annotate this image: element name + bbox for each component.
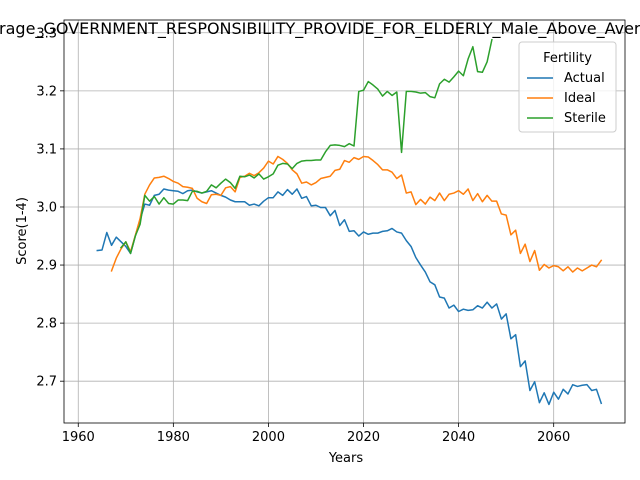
x-axis-label: Years — [328, 451, 364, 466]
y-tick-label: 2.9 — [36, 259, 57, 274]
plot-frame — [63, 19, 626, 424]
legend-box — [518, 41, 617, 133]
y-tick-label: 3.1 — [36, 142, 57, 157]
y-tick-label: 3.3 — [36, 26, 57, 41]
x-tick-label: 2020 — [347, 430, 380, 445]
x-tick-label: 2040 — [442, 430, 475, 445]
x-axis-ticks: 1960 1980 2000 2020 2040 2060 — [62, 423, 570, 445]
x-tick-label: 2060 — [537, 430, 570, 445]
legend-label-actual: Actual — [564, 71, 605, 86]
y-tick-label: 2.7 — [36, 375, 57, 390]
legend: Fertility Actual Ideal Sterile — [518, 41, 617, 133]
y-tick-label: 2.8 — [36, 317, 57, 332]
legend-entries: Actual Ideal Sterile — [527, 71, 606, 126]
series-line-sterile — [119, 38, 493, 255]
series-line-actual — [96, 188, 603, 406]
series-layer — [96, 38, 603, 406]
grid-lines — [64, 20, 625, 423]
y-axis-label: Score(1-4) — [15, 197, 30, 265]
y-axis-ticks: 2.7 2.8 2.9 3.0 3.1 3.2 3.3 — [36, 26, 64, 390]
x-tick-label: 1980 — [157, 430, 190, 445]
chart-title: Average_GOVERNMENT_RESPONSIBILITY_PROVID… — [0, 19, 640, 39]
y-tick-label: 3.2 — [36, 84, 57, 99]
series-line-ideal — [110, 155, 603, 273]
x-tick-label: 2000 — [252, 430, 285, 445]
legend-label-ideal: Ideal — [564, 91, 596, 106]
y-tick-label: 3.0 — [36, 200, 57, 215]
legend-title: Fertility — [543, 51, 592, 66]
x-tick-label: 1960 — [62, 430, 95, 445]
legend-label-sterile: Sterile — [564, 111, 606, 126]
